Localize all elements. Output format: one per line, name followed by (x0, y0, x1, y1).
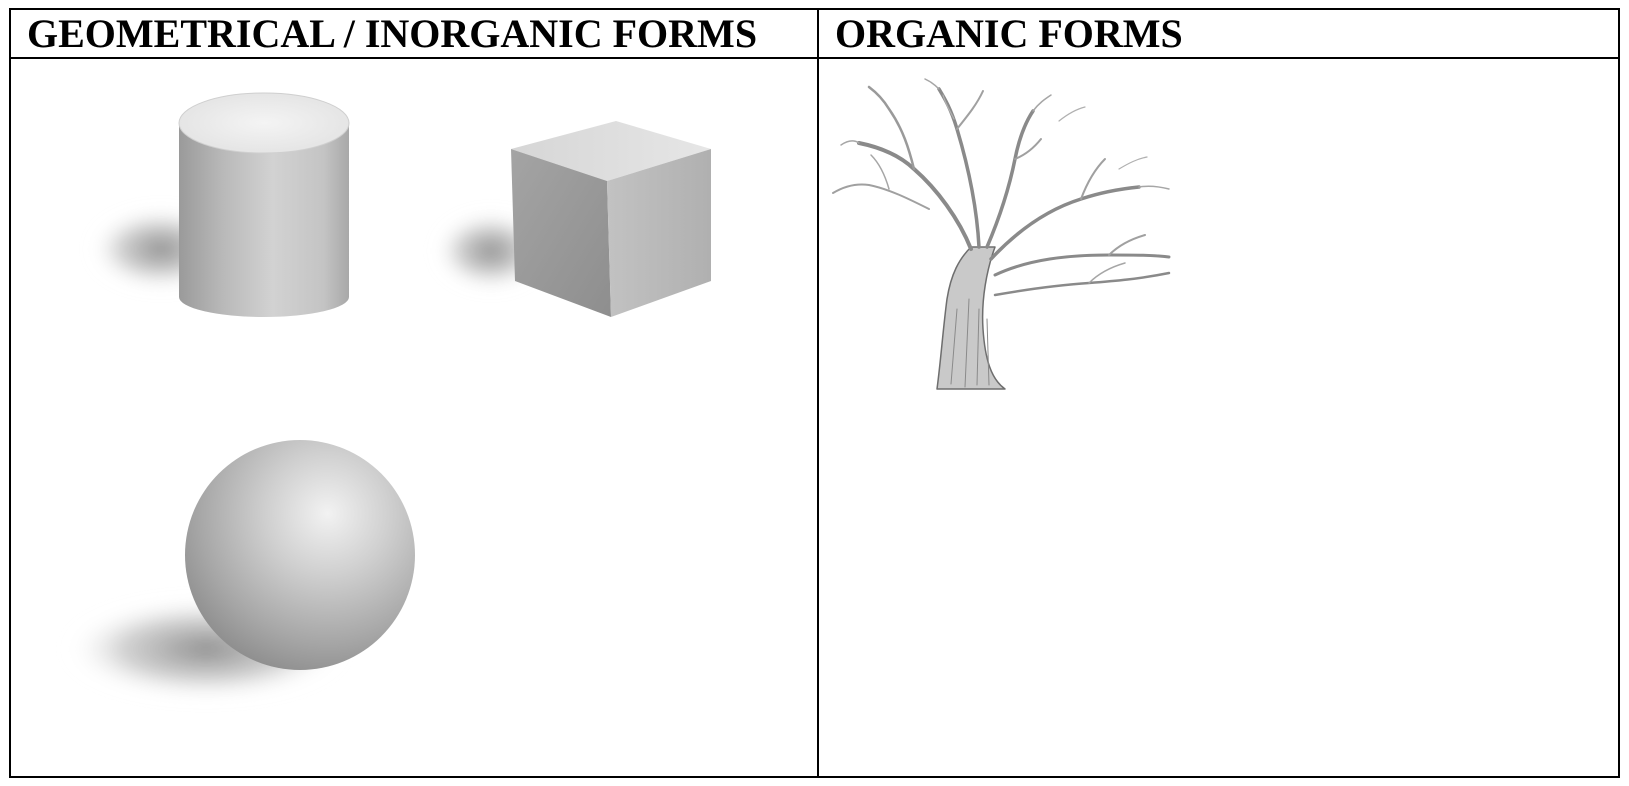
organic-forms-header: ORGANIC FORMS (819, 10, 1618, 59)
geometric-forms-cell (11, 59, 819, 776)
tree-drawing (832, 78, 1171, 390)
cube-drawing (436, 121, 711, 317)
organic-forms-cell (819, 59, 1618, 776)
geometric-forms-header-text: GEOMETRICAL / INORGANIC FORMS (27, 10, 758, 56)
organic-forms-illustration (832, 78, 1171, 390)
organic-forms-header-text: ORGANIC FORMS (835, 10, 1183, 56)
cylinder-drawing (91, 92, 350, 317)
sphere-drawing (66, 440, 415, 699)
forms-comparison-table: GEOMETRICAL / INORGANIC FORMS ORGANIC FO… (9, 8, 1620, 778)
geometric-forms-header: GEOMETRICAL / INORGANIC FORMS (11, 10, 819, 59)
geometric-forms-illustration (66, 92, 711, 699)
